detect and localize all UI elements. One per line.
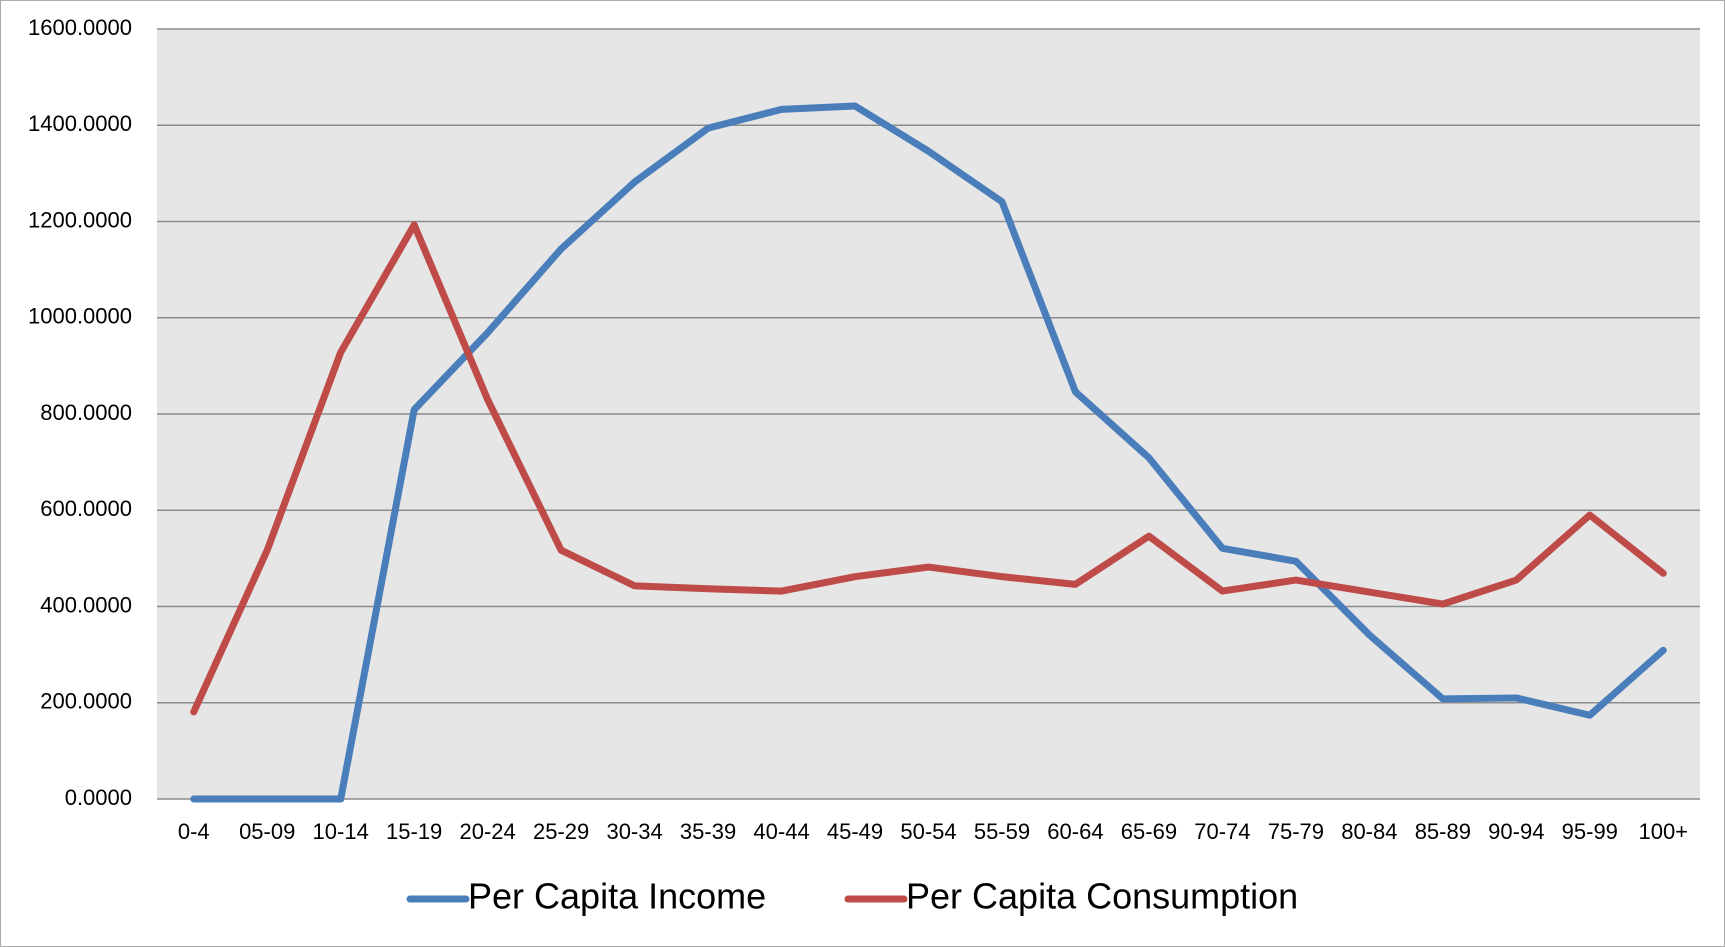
legend-label: Per Capita Consumption	[906, 876, 1298, 917]
x-tick-label: 45-49	[827, 819, 883, 844]
x-tick-label: 90-94	[1488, 819, 1544, 844]
x-tick-label: 65-69	[1121, 819, 1177, 844]
x-tick-label: 85-89	[1415, 819, 1471, 844]
series-line	[190, 221, 1667, 716]
x-tick-label: 70-74	[1194, 819, 1250, 844]
y-tick-label: 200.0000	[40, 689, 132, 714]
series-line	[190, 102, 1667, 803]
y-tick-label: 1000.0000	[28, 304, 132, 329]
y-tick-label: 1400.0000	[28, 111, 132, 136]
y-tick-label: 800.0000	[40, 400, 132, 425]
x-tick-label: 25-29	[533, 819, 589, 844]
y-tick-label: 1600.0000	[28, 15, 132, 40]
y-tick-label: 400.0000	[40, 592, 132, 617]
y-tick-label: 600.0000	[40, 496, 132, 521]
x-tick-label: 80-84	[1341, 819, 1397, 844]
x-tick-label: 55-59	[974, 819, 1030, 844]
x-tick-label: 05-09	[239, 819, 295, 844]
legend-label: Per Capita Income	[468, 876, 766, 917]
x-tick-label: 95-99	[1562, 819, 1618, 844]
x-tick-label: 40-44	[753, 819, 809, 844]
x-tick-label: 50-54	[900, 819, 956, 844]
x-tick-label: 100+	[1638, 819, 1688, 844]
y-tick-label: 1200.0000	[28, 207, 132, 232]
x-tick-label: 75-79	[1268, 819, 1324, 844]
x-tick-label: 10-14	[313, 819, 369, 844]
y-tick-label: 0.0000	[65, 785, 132, 810]
x-tick-label: 0-4	[178, 819, 210, 844]
x-tick-label: 15-19	[386, 819, 442, 844]
x-tick-label: 30-34	[606, 819, 662, 844]
x-tick-label: 20-24	[460, 819, 516, 844]
x-tick-label: 35-39	[680, 819, 736, 844]
x-tick-label: 60-64	[1047, 819, 1103, 844]
